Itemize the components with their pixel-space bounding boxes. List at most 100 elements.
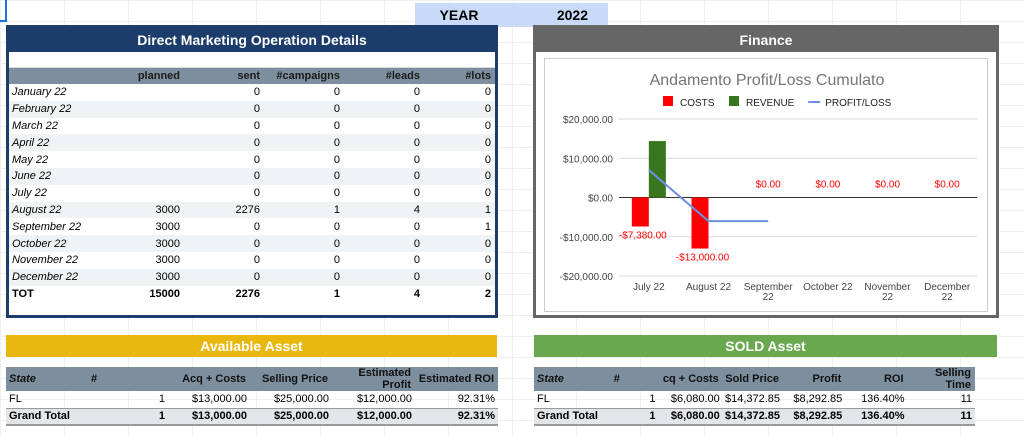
table-cell[interactable]: 0 <box>253 86 260 99</box>
table-cell[interactable]: 3000 <box>104 235 184 252</box>
table-cell[interactable]: $6,080.00 <box>658 407 723 426</box>
table-cell[interactable]: $14,372.85 <box>724 393 781 406</box>
column-header[interactable]: #leads <box>344 68 424 84</box>
month-cell[interactable]: June 22 <box>9 167 104 185</box>
column-header[interactable] <box>9 68 104 84</box>
total-cell[interactable]: 15000 <box>104 285 184 303</box>
column-header[interactable]: # <box>610 367 659 391</box>
table-cell[interactable]: 0 <box>184 235 264 252</box>
table-cell[interactable]: 0 <box>484 153 491 166</box>
column-header[interactable]: planned <box>104 68 184 84</box>
table-cell[interactable]: 0 <box>484 86 491 99</box>
table-cell[interactable]: $14,372.85 <box>722 407 784 426</box>
table-cell[interactable]: 0 <box>264 100 344 118</box>
table-cell[interactable]: Grand Total <box>534 407 611 426</box>
table-cell[interactable]: 0 <box>413 119 420 132</box>
table-cell[interactable]: 92.31% <box>415 407 498 426</box>
table-cell[interactable]: 0 <box>413 220 420 233</box>
table-cell[interactable]: $8,292.85 <box>783 407 846 426</box>
table-cell[interactable]: 136.40% <box>845 407 908 426</box>
table-cell[interactable] <box>104 185 184 202</box>
month-cell[interactable]: February 22 <box>9 100 104 118</box>
table-cell[interactable]: 11 <box>907 407 975 426</box>
total-cell[interactable]: 2 <box>424 285 495 303</box>
column-header[interactable]: State <box>534 367 611 391</box>
table-cell[interactable]: 2276 <box>184 201 264 219</box>
table-cell[interactable]: 0 <box>253 187 260 200</box>
table-cell[interactable]: 0 <box>413 187 420 200</box>
table-cell[interactable] <box>104 84 184 101</box>
table-cell[interactable]: 0 <box>253 153 260 166</box>
table-cell[interactable]: 0 <box>264 167 344 185</box>
table-cell[interactable]: 92.31% <box>457 393 495 406</box>
table-cell[interactable]: 0 <box>424 268 495 286</box>
table-cell[interactable]: $6,080.00 <box>670 393 720 406</box>
month-cell[interactable]: March 22 <box>12 119 58 132</box>
table-cell[interactable]: 3000 <box>104 201 184 219</box>
table-cell[interactable]: $25,000.00 <box>250 407 332 426</box>
table-cell[interactable]: FL <box>9 393 22 406</box>
table-cell[interactable]: 0 <box>424 134 495 152</box>
column-header[interactable]: State <box>6 367 88 391</box>
table-cell[interactable]: 1 <box>158 393 165 406</box>
table-cell[interactable]: $12,000.00 <box>356 393 412 406</box>
table-cell[interactable]: 1 <box>649 393 656 406</box>
table-cell[interactable]: 0 <box>344 134 424 152</box>
table-cell[interactable]: 0 <box>264 268 344 286</box>
total-cell[interactable]: 2276 <box>184 285 264 303</box>
month-cell[interactable]: December 22 <box>9 268 104 286</box>
table-cell[interactable]: 0 <box>184 100 264 118</box>
table-cell[interactable]: 0 <box>264 134 344 152</box>
table-cell[interactable]: 0 <box>333 119 340 132</box>
table-cell[interactable]: 0 <box>333 220 340 233</box>
column-header[interactable]: sent <box>184 68 264 84</box>
table-cell[interactable]: 0 <box>333 86 340 99</box>
table-cell[interactable]: 1 <box>424 201 495 219</box>
column-header[interactable]: Selling Time <box>907 367 975 391</box>
table-cell[interactable]: FL <box>537 393 550 406</box>
table-cell[interactable]: $25,000.00 <box>273 393 329 406</box>
column-header[interactable]: Profit <box>783 367 846 391</box>
column-header[interactable]: # <box>88 367 168 391</box>
table-cell[interactable]: 0 <box>184 268 264 286</box>
table-cell[interactable]: 0 <box>413 254 420 267</box>
month-cell[interactable]: November 22 <box>12 254 79 267</box>
column-header[interactable]: ROI <box>845 367 908 391</box>
table-cell[interactable]: 0 <box>333 153 340 166</box>
month-cell[interactable]: July 22 <box>12 187 47 200</box>
table-cell[interactable]: 0 <box>424 235 495 252</box>
table-cell[interactable]: 4 <box>344 201 424 219</box>
table-cell[interactable]: 0 <box>333 254 340 267</box>
column-header[interactable]: #campaigns <box>264 68 344 84</box>
table-cell[interactable]: 0 <box>344 100 424 118</box>
table-cell[interactable]: 0 <box>264 235 344 252</box>
month-cell[interactable]: April 22 <box>9 134 104 152</box>
table-cell[interactable]: 0 <box>484 119 491 132</box>
table-cell[interactable]: 1 <box>484 220 491 233</box>
table-cell[interactable]: 0 <box>253 119 260 132</box>
column-header[interactable]: #lots <box>424 68 495 84</box>
profit-loss-chart[interactable]: Andamento Profit/Loss Cumulato COSTS REVEN… <box>544 58 988 312</box>
table-cell[interactable]: $8,292.85 <box>793 393 843 406</box>
table-cell[interactable]: 0 <box>344 235 424 252</box>
table-cell[interactable]: Grand Total <box>6 407 88 426</box>
table-cell[interactable] <box>104 134 184 152</box>
table-cell[interactable]: 3000 <box>155 220 180 233</box>
month-cell[interactable]: October 22 <box>9 235 104 252</box>
month-cell[interactable]: May 22 <box>12 153 49 166</box>
table-cell[interactable]: 1 <box>610 407 659 426</box>
month-cell[interactable]: August 22 <box>9 201 104 219</box>
table-cell[interactable]: 0 <box>413 153 420 166</box>
table-cell[interactable] <box>104 167 184 185</box>
table-cell[interactable]: 3000 <box>155 254 180 267</box>
table-cell[interactable]: 0 <box>484 254 491 267</box>
column-header[interactable]: cq + Costs <box>658 367 723 391</box>
total-label[interactable]: TOT <box>9 285 104 303</box>
total-cell[interactable]: 4 <box>344 285 424 303</box>
column-header[interactable]: Estimated ROI <box>415 367 498 391</box>
table-cell[interactable]: 136.40% <box>861 393 905 406</box>
table-cell[interactable]: 0 <box>184 134 264 152</box>
table-cell[interactable]: 0 <box>253 254 260 267</box>
table-cell[interactable]: $13,000.00 <box>168 407 250 426</box>
table-cell[interactable]: 0 <box>184 167 264 185</box>
